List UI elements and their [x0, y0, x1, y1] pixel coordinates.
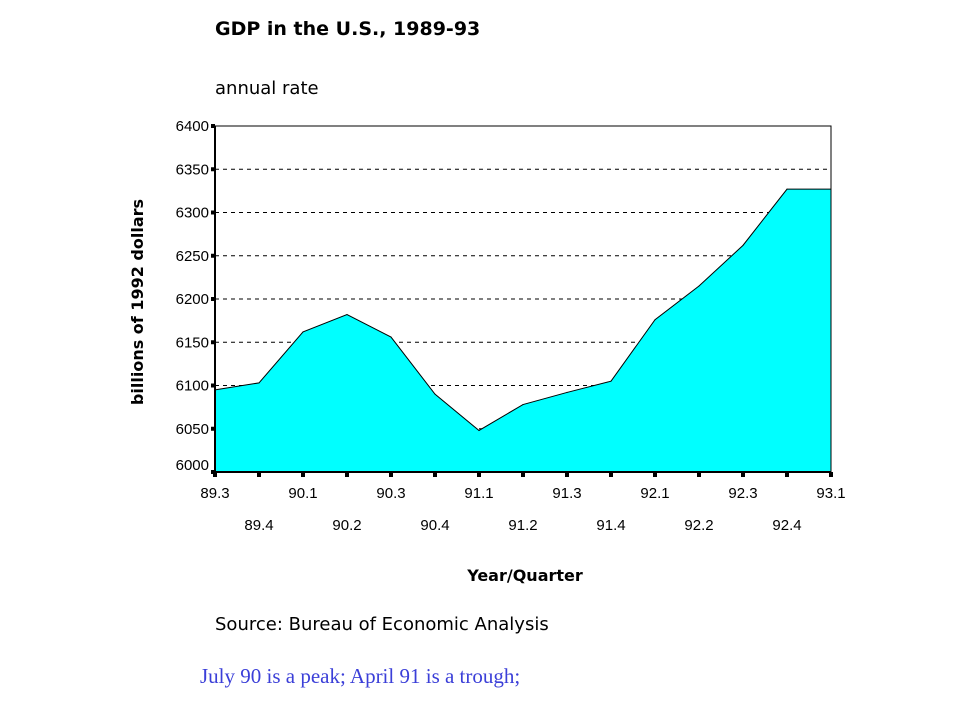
- y-tick-mark: [211, 124, 215, 128]
- y-tick-mark: [211, 210, 215, 215]
- x-tick-label: 92.4: [772, 517, 801, 534]
- x-tick-mark: [785, 472, 789, 477]
- data-point: [478, 429, 480, 431]
- x-tick-mark: [609, 472, 613, 477]
- y-tick-label: 6250: [176, 248, 209, 265]
- x-tick-label: 90.1: [288, 485, 317, 502]
- y-tick-mark: [211, 167, 215, 172]
- tick-labels: 6000 6050 6100 6150 6200 6250 6300 6350 6400 89.3…: [176, 118, 846, 534]
- y-tick-label: 6400: [176, 118, 209, 135]
- x-tick-mark: [301, 472, 305, 477]
- y-tick-label: 6100: [176, 378, 209, 395]
- x-tick-mark: [345, 472, 349, 477]
- x-tick-label: 91.1: [464, 485, 493, 502]
- x-tick-label: 91.4: [596, 517, 625, 534]
- data-point: [610, 380, 612, 382]
- data-point: [346, 314, 348, 316]
- y-tick-label: 6300: [176, 205, 209, 222]
- data-point: [742, 244, 744, 246]
- annotation-note: July 90 is a peak; April 91 is a trough;: [200, 664, 521, 688]
- x-tick-mark: [829, 472, 833, 477]
- y-tick-label: 6350: [176, 161, 209, 178]
- data-point: [302, 331, 304, 333]
- data-point: [786, 188, 788, 190]
- data-point: [434, 393, 436, 395]
- x-tick-label: 89.3: [200, 485, 229, 502]
- data-point: [698, 285, 700, 287]
- x-tick-label: 90.4: [420, 517, 449, 534]
- axes: [211, 124, 833, 477]
- x-tick-label: 91.2: [508, 517, 537, 534]
- area-fill: [215, 189, 831, 472]
- x-tick-label: 89.4: [244, 517, 273, 534]
- x-tick-mark: [653, 472, 657, 477]
- y-tick-label: 6050: [176, 421, 209, 438]
- data-point: [654, 319, 656, 321]
- chart-subtitle: annual rate: [215, 78, 319, 99]
- x-tick-label: 91.3: [552, 485, 581, 502]
- x-tick-mark: [389, 472, 393, 477]
- x-tick-label: 90.3: [376, 485, 405, 502]
- x-tick-label: 92.1: [640, 485, 669, 502]
- data-point: [258, 382, 260, 384]
- y-axis-label: billions of 1992 dollars: [128, 199, 147, 405]
- x-tick-label: 93.1: [816, 485, 845, 502]
- area-series: [214, 188, 832, 472]
- x-tick-mark: [213, 472, 217, 477]
- chart-title: GDP in the U.S., 1989-93: [215, 18, 481, 40]
- y-tick-mark: [211, 340, 215, 345]
- data-point: [390, 336, 392, 338]
- y-tick-label: 6150: [176, 334, 209, 351]
- y-tick-label: 6000: [176, 457, 209, 474]
- y-tick-mark: [211, 253, 215, 258]
- x-tick-mark: [257, 472, 261, 477]
- data-point: [566, 391, 568, 393]
- y-tick-label: 6200: [176, 291, 209, 308]
- source-caption: Source: Bureau of Economic Analysis: [215, 614, 549, 635]
- x-tick-label: 92.2: [684, 517, 713, 534]
- x-tick-mark: [521, 472, 525, 477]
- x-tick-mark: [565, 472, 569, 477]
- data-point: [522, 404, 524, 406]
- x-tick-mark: [433, 472, 437, 477]
- y-tick-mark: [211, 426, 215, 431]
- x-tick-mark: [697, 472, 701, 477]
- y-tick-mark: [211, 297, 215, 301]
- x-axis-label: Year/Quarter: [466, 566, 583, 585]
- x-tick-mark: [741, 472, 745, 477]
- x-tick-mark: [477, 472, 481, 477]
- x-tick-label: 90.2: [332, 517, 361, 534]
- y-tick-mark: [211, 383, 215, 388]
- x-tick-label: 92.3: [728, 485, 757, 502]
